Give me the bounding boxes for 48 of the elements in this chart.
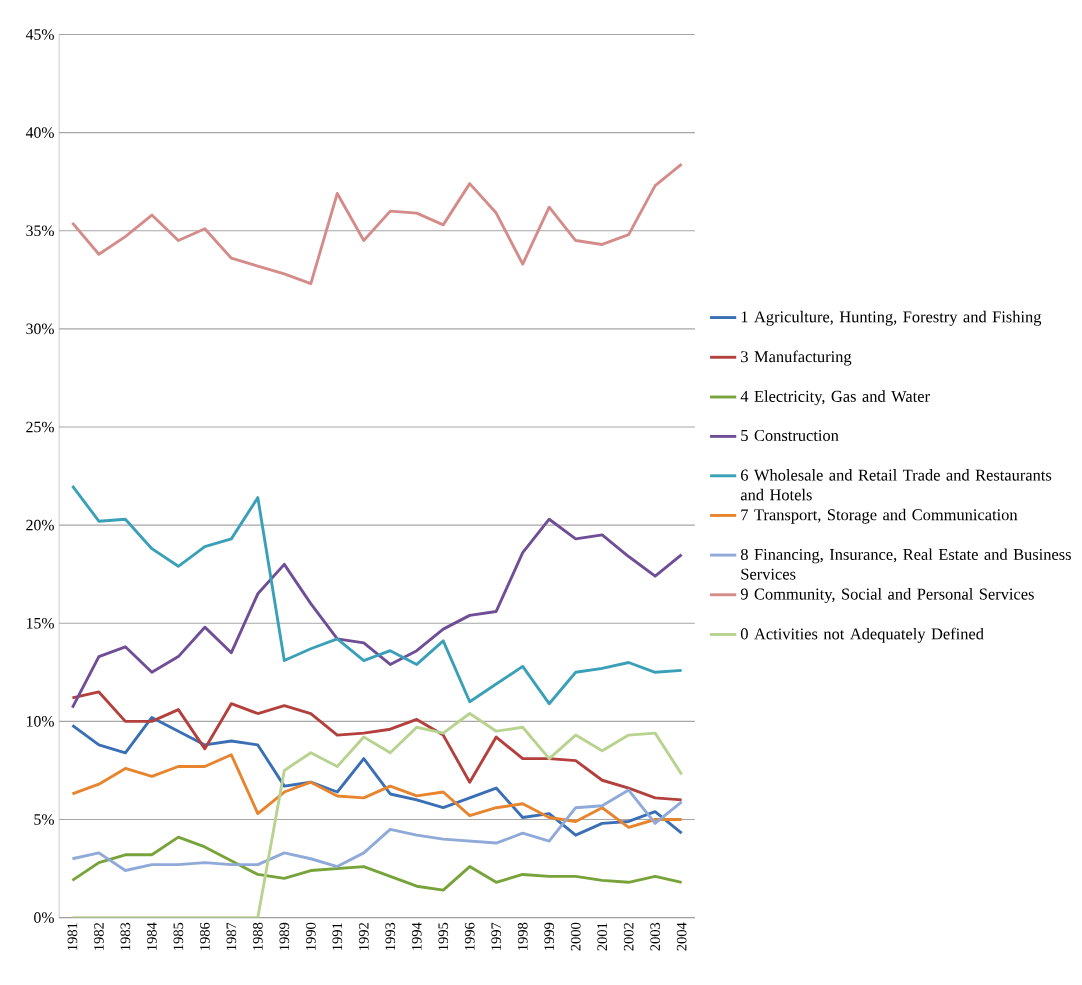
x-tick-label: 1983 — [120, 923, 131, 951]
x-tick-label: 1986 — [199, 922, 210, 951]
y-tick-label: 45% — [25, 29, 54, 40]
x-tick-label: 1982 — [94, 923, 104, 951]
legend-label: 5 Construction — [741, 430, 839, 442]
x-tick-label: 1999 — [544, 923, 555, 951]
legend-label: 1 Agriculture, Hunting, Forestry and Fishing — [741, 311, 1042, 326]
x-tick-label: 1990 — [305, 922, 316, 951]
x-tick-label: 2000 — [570, 922, 581, 951]
x-tick-label: 1981 — [67, 923, 78, 951]
legend-label: 3 Manufacturing — [741, 350, 852, 366]
x-tick-label: 1987 — [226, 922, 237, 951]
x-tick-label: 1994 — [411, 922, 422, 951]
y-tick-label: 35% — [26, 225, 54, 237]
x-tick-label: 1989 — [279, 923, 290, 951]
x-tick-label: 1991 — [332, 923, 343, 951]
x-tick-label: 1993 — [385, 923, 396, 951]
y-tick-label: 0% — [34, 912, 54, 924]
x-tick-label: 1998 — [517, 922, 528, 951]
x-tick-label: 1984 — [146, 922, 157, 951]
x-tick-label: 1997 — [491, 922, 502, 951]
y-tick-label: 30% — [26, 323, 54, 335]
x-tick-label: 1995 — [438, 923, 449, 951]
legend-label: 8 Financing, Insurance, Real Estate and Business Services — [740, 548, 1071, 580]
y-tick-label: 5% — [34, 814, 54, 826]
x-tick-label: 2002 — [623, 923, 634, 951]
line-series — [70, 162, 684, 286]
x-tick-label: 1996 — [464, 922, 475, 951]
y-tick-label: 40% — [25, 127, 54, 139]
y-tick-label: 15% — [26, 618, 54, 629]
legend-label: 6 Wholesale and Retail Trade and Restaurants and Hotels — [740, 469, 1052, 501]
line-series — [70, 753, 684, 829]
line-series — [70, 517, 684, 710]
legend-label: 4 Electricity, Gas and Water — [740, 390, 930, 406]
x-tick-label: 1992 — [358, 923, 369, 951]
y-tick-label: 25% — [26, 421, 54, 433]
y-tick-label: 20% — [26, 519, 54, 531]
line-series — [70, 690, 684, 802]
line-series — [70, 484, 684, 706]
x-tick-label: 1988 — [252, 922, 263, 951]
legend-label: 9 Community, Social and Personal Services — [740, 588, 1034, 604]
x-tick-label: 2004 — [676, 922, 687, 951]
x-tick-label: 2003 — [650, 923, 661, 951]
x-tick-label: 1985 — [173, 923, 184, 951]
x-tick-label: 2001 — [597, 923, 608, 951]
y-tick-label: 10% — [26, 716, 54, 727]
legend-label: 7 Transport, Storage and Communication — [741, 508, 1018, 524]
legend-label: 0 Activities not Adequately Defined — [740, 627, 984, 643]
